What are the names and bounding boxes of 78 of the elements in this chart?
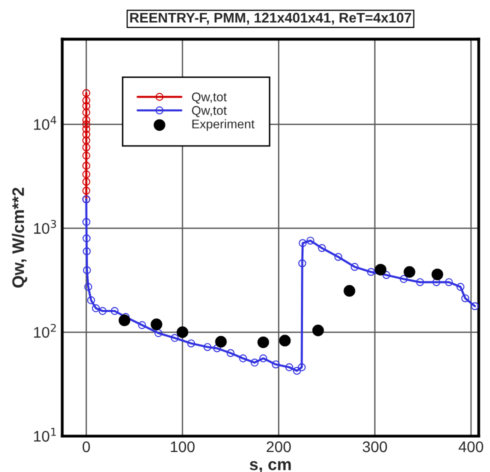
point (82, 170, 90, 178)
x-tick-label: 0 (82, 441, 90, 452)
point (334, 252, 342, 261)
point (279, 334, 291, 346)
x-tick-label: 100 (170, 441, 195, 452)
point (82, 89, 90, 98)
point (92, 304, 100, 312)
point (110, 307, 119, 315)
point (272, 360, 280, 368)
point (461, 294, 470, 302)
point (298, 239, 307, 248)
legend-label: Qw,tot (192, 92, 227, 104)
point (204, 343, 212, 351)
point (432, 278, 440, 286)
point (306, 236, 314, 245)
point (312, 324, 324, 336)
point (82, 178, 90, 186)
point (382, 271, 390, 279)
point (470, 302, 479, 310)
chart-title: REENTRY-F, PMM, 121x401x41, ReT=4x107 (130, 12, 412, 25)
point (82, 96, 90, 104)
point (82, 247, 91, 256)
point (298, 363, 306, 372)
x-tick-label: 300 (362, 441, 387, 452)
point (374, 264, 386, 276)
point (259, 354, 268, 362)
point (318, 244, 326, 252)
point (215, 336, 227, 348)
x-tick-label: 200 (266, 441, 291, 452)
point (257, 336, 270, 348)
point (170, 334, 179, 342)
point (456, 282, 464, 291)
point (82, 125, 90, 134)
point (82, 266, 91, 274)
point (82, 130, 90, 138)
point (82, 108, 90, 116)
point (350, 262, 359, 271)
point (82, 218, 90, 226)
point (82, 116, 90, 124)
point (239, 354, 248, 362)
point (416, 278, 424, 286)
point (344, 285, 356, 297)
point (138, 321, 146, 330)
point (292, 366, 301, 375)
point (82, 120, 90, 128)
point (82, 186, 90, 195)
point (404, 266, 416, 278)
x-tick-label: 400 (458, 441, 484, 452)
point (367, 268, 375, 276)
point (82, 162, 90, 170)
point (82, 143, 90, 152)
y-axis-title: Qw, W/cm**2 (12, 188, 28, 288)
point (154, 329, 162, 338)
point (82, 136, 90, 144)
point (250, 358, 259, 367)
point (82, 234, 91, 242)
point (432, 268, 444, 280)
point (187, 339, 196, 348)
y-tick-label: 10$^{2}$ (34, 324, 56, 338)
point (84, 282, 92, 291)
point (226, 349, 235, 358)
point (285, 363, 294, 372)
y-tick-label: 10$^{3}$ (34, 220, 56, 234)
point (150, 318, 162, 330)
y-tick-label: 10$^{4}$ (34, 116, 56, 130)
point (213, 344, 222, 352)
point (87, 296, 96, 304)
legend-label: Experiment (192, 119, 255, 131)
point (444, 278, 453, 286)
point (298, 259, 306, 268)
legend-label: Qw,tot (192, 106, 227, 118)
y-tick-label: 10$^{1}$ (34, 428, 56, 442)
point (82, 102, 90, 110)
point (400, 275, 408, 283)
point (176, 326, 188, 338)
point (82, 152, 90, 160)
point (118, 314, 130, 326)
point (98, 307, 107, 315)
